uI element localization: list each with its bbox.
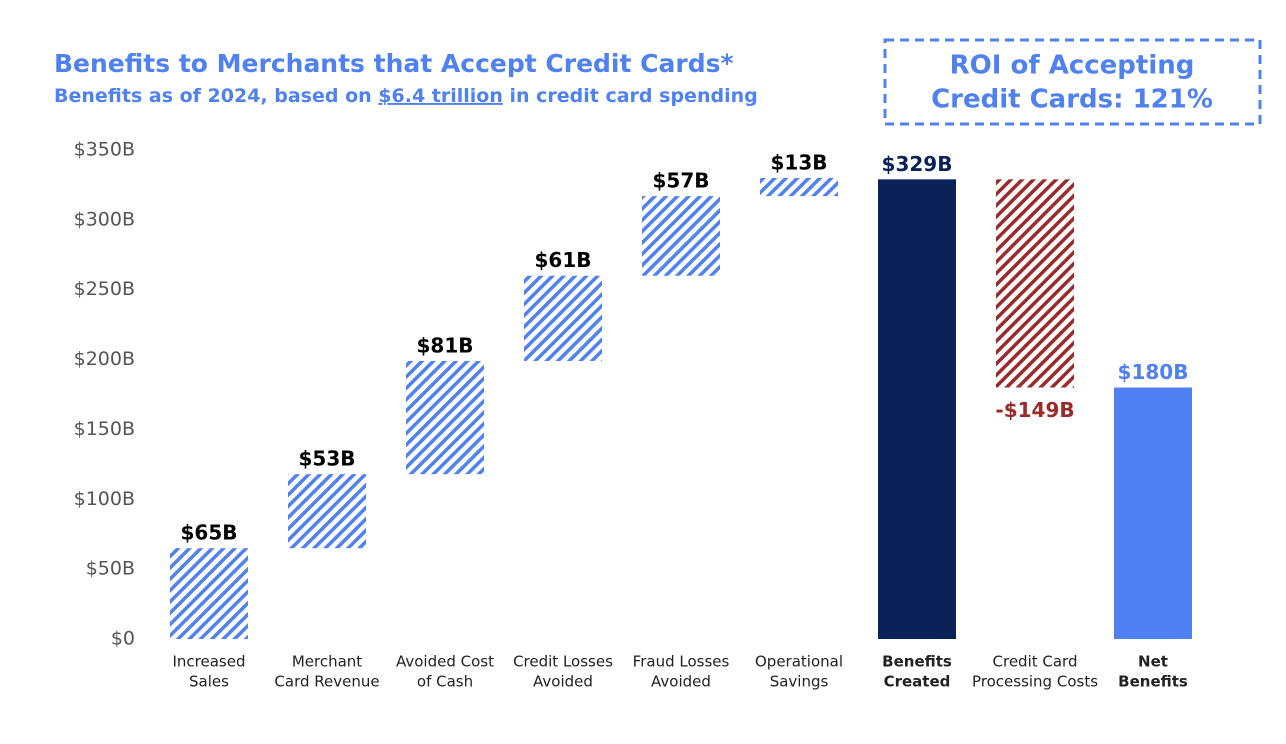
x-tick-label: Credit Losses [513, 653, 613, 671]
x-tick-label: Fraud Losses [633, 653, 730, 671]
x-tick-label: Operational [755, 653, 843, 671]
y-tick-label: $100B [74, 488, 135, 510]
bar [878, 179, 956, 639]
x-tick-label: Benefits [1118, 673, 1188, 691]
value-label: -$149B [995, 398, 1074, 422]
x-tick-label: Net [1138, 653, 1168, 671]
y-tick-label: $0 [111, 628, 135, 650]
x-tick-label: Sales [189, 673, 229, 691]
subtitle-part: in credit card spending [503, 85, 758, 107]
bar [288, 474, 366, 549]
y-tick-label: $200B [74, 348, 135, 370]
annotation-box [883, 38, 1262, 126]
annotation: ROI of Accepting [950, 51, 1195, 81]
y-tick-label: $350B [74, 139, 135, 161]
chart-title: Benefits to Merchants that Accept Credit… [54, 49, 734, 78]
bar [406, 360, 484, 475]
bar [642, 196, 720, 276]
x-tick-label: Avoided Cost [396, 653, 494, 671]
y-tick-label: $300B [74, 208, 135, 230]
x-tick-label: Credit Card [993, 653, 1078, 671]
subtitle-part: $6.4 trillion [378, 85, 503, 107]
bar [1114, 387, 1192, 639]
value-label: $180B [1118, 360, 1189, 384]
bar [170, 548, 248, 639]
x-tick-label: Savings [770, 673, 829, 691]
bar [996, 179, 1074, 388]
y-tick-label: $50B [86, 558, 135, 580]
value-label: $81B [417, 333, 474, 357]
x-tick-label: Benefits [882, 653, 952, 671]
x-tick-label: Avoided [651, 673, 711, 691]
annotation: Credit Cards: 121% [931, 85, 1213, 115]
value-label: $53B [299, 447, 356, 471]
value-label: $57B [653, 169, 710, 193]
bar [760, 177, 838, 197]
x-tick-label: of Cash [417, 673, 473, 691]
value-label: $61B [535, 248, 592, 272]
x-tick-label: Increased [172, 653, 245, 671]
value-label: $329B [882, 152, 953, 176]
x-tick-label: Created [884, 673, 951, 691]
x-tick-label: Avoided [533, 673, 593, 691]
value-label: $65B [181, 521, 238, 545]
value-label: $13B [771, 150, 828, 174]
subtitle-part: Benefits as of 2024, based on [54, 85, 378, 107]
y-tick-label: $150B [74, 418, 135, 440]
x-tick-label: Card Revenue [274, 673, 379, 691]
x-tick-label: Processing Costs [972, 673, 1098, 691]
y-tick-label: $250B [74, 278, 135, 300]
x-tick-label: Merchant [292, 653, 362, 671]
chart-subtitle: Benefits as of 2024, based on $6.4 trill… [54, 85, 758, 107]
bar [524, 275, 602, 361]
